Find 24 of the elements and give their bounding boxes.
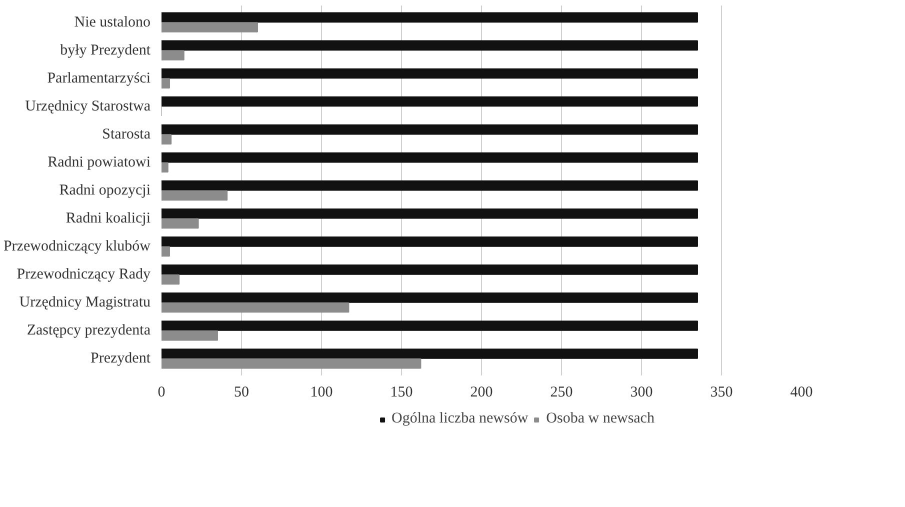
legend-label: Ogólna liczba newsów [392,410,528,428]
y-tick-label: były Prezydent [60,42,152,58]
x-tick-label: 150 [390,384,413,400]
y-tick-label: Przewodniczący klubów [3,238,151,255]
legend-label: Osoba w newsach [546,410,654,428]
x-tick-label: 400 [790,384,813,400]
y-tick-label: Urzędnicy Magistratu [19,294,151,311]
y-tick-label: Prezydent [90,350,152,367]
y-tick-label: Przewodniczący Rady [16,266,151,283]
x-tick-label: 350 [710,384,733,400]
x-tick-label: 200 [470,384,493,400]
y-tick-label: Urzędnicy Starostwa [25,98,151,114]
y-tick-label: Radni opozycji [59,182,151,198]
x-tick-label: 50 [234,384,249,400]
x-tick-label: 300 [630,384,653,400]
y-tick-label: Radni koalicji [66,210,151,227]
y-tick-label: Starosta [102,126,151,142]
x-tick-label: 100 [310,384,333,400]
y-tick-label: Nie ustalono [74,14,151,30]
x-tick-label: 0 [158,384,166,400]
y-tick-label: Radni powiatowi [48,154,150,170]
y-tick-label: Zastępcy prezydenta [26,322,151,339]
x-tick-label: 250 [550,384,573,400]
y-tick-label: Parlamentarzyści [47,70,151,86]
